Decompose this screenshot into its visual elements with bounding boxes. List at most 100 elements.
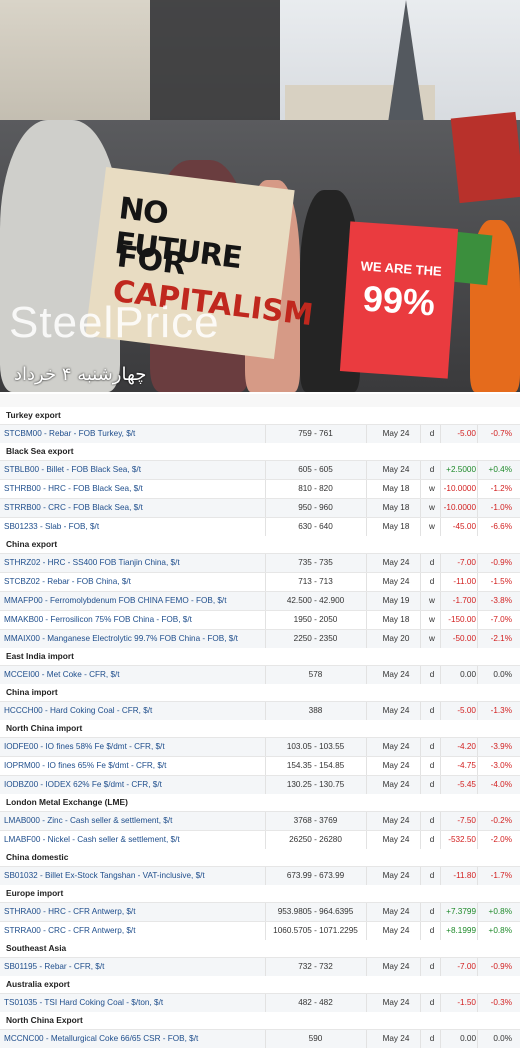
percent-change: 0.0% <box>493 670 512 679</box>
price-range: 673.99 - 673.99 <box>286 871 345 880</box>
symbol-link[interactable]: IODFE00 - IO fines 58% Fe $/dmt - CFR, $… <box>4 742 165 751</box>
symbol-link[interactable]: MMAIX00 - Manganese Electrolytic 99.7% F… <box>4 634 238 643</box>
percent-change: -2.0% <box>490 835 512 844</box>
column-divider <box>265 425 266 443</box>
table-row[interactable]: STCBZ02 - Rebar - FOB China, $/t 713 - 71… <box>0 572 520 591</box>
symbol-link[interactable]: STRRA00 - CRC - CFR Antwerp, $/t <box>4 926 136 935</box>
table-row[interactable]: IODFE00 - IO fines 58% Fe $/dmt - CFR, $… <box>0 737 520 756</box>
column-divider <box>477 831 478 849</box>
table-row[interactable]: STRRB00 - CRC - FOB Black Sea, $/t 950 - … <box>0 498 520 517</box>
symbol-link[interactable]: STBLB00 - Billet - FOB Black Sea, $/t <box>4 465 141 474</box>
symbol-link[interactable]: STHRB00 - HRC - FOB Black Sea, $/t <box>4 484 143 493</box>
price-range: 810 - 820 <box>298 484 333 493</box>
price-change: -7.00 <box>457 558 476 567</box>
frequency: d <box>429 577 435 586</box>
column-divider <box>366 630 367 648</box>
price-change: 0.00 <box>460 1034 476 1043</box>
section-header: Turkey export <box>6 410 61 420</box>
symbol-link[interactable]: MMAFP00 - Ferromolybdenum FOB CHINA FEMO… <box>4 596 227 605</box>
protest-sign-right: WE ARE THE 99% <box>339 221 459 379</box>
assessment-date: May 24 <box>382 780 410 789</box>
price-change: -150.00 <box>448 615 476 624</box>
column-divider <box>265 518 266 536</box>
symbol-link[interactable]: TS01035 - TSI Hard Coking Coal - $/ton, … <box>4 998 164 1007</box>
symbol-link[interactable]: SB01195 - Rebar - CFR, $/t <box>4 962 105 971</box>
symbol-link[interactable]: SB01032 - Billet Ex-Stock Tangshan - VAT… <box>4 871 205 880</box>
percent-change: -1.5% <box>490 577 512 586</box>
price-range: 388 <box>308 706 323 715</box>
column-divider <box>265 480 266 498</box>
price-range: 713 - 713 <box>298 577 333 586</box>
table-row[interactable]: MMAFP00 - Ferromolybdenum FOB CHINA FEMO… <box>0 591 520 610</box>
table-row[interactable]: SB01195 - Rebar - CFR, $/t 732 - 732 May 2… <box>0 957 520 976</box>
column-divider <box>420 461 421 479</box>
column-divider <box>477 922 478 940</box>
column-divider <box>366 666 367 684</box>
column-divider <box>366 1030 367 1048</box>
table-row[interactable]: SB01032 - Billet Ex-Stock Tangshan - VAT… <box>0 866 520 885</box>
assessment-date: May 24 <box>382 577 410 586</box>
section-header: North China import <box>6 723 83 733</box>
symbol-link[interactable]: SB01233 - Slab - FOB, $/t <box>4 522 100 531</box>
section-header: Southeast Asia <box>6 943 67 953</box>
price-range: 2250 - 2350 <box>293 634 338 643</box>
table-row[interactable]: MCCNC00 - Metallurgical Coke 66/65 CSR -… <box>0 1029 520 1048</box>
section-rows: SB01032 - Billet Ex-Stock Tangshan - VAT… <box>0 866 520 885</box>
column-divider <box>477 480 478 498</box>
assessment-date: May 24 <box>382 926 410 935</box>
table-row[interactable]: HCCCH00 - Hard Coking Coal - CFR, $/t 388… <box>0 701 520 720</box>
table-row[interactable]: TS01035 - TSI Hard Coking Coal - $/ton, … <box>0 993 520 1012</box>
symbol-link[interactable]: MCCNC00 - Metallurgical Coke 66/65 CSR -… <box>4 1034 199 1043</box>
symbol-link[interactable]: STHRZ02 - HRC - SS400 FOB Tianjin China,… <box>4 558 180 567</box>
symbol-link[interactable]: STCBM00 - Rebar - FOB Turkey, $/t <box>4 429 136 438</box>
table-row[interactable]: MMAKB00 - Ferrosilicon 75% FOB China - F… <box>0 610 520 629</box>
table-row[interactable]: IODBZ00 - IODEX 62% Fe $/dmt - CFR, $/t 1… <box>0 775 520 794</box>
symbol-link[interactable]: IOPRM00 - IO fines 65% Fe $/dmt - CFR, $… <box>4 761 167 770</box>
symbol-link[interactable]: IODBZ00 - IODEX 62% Fe $/dmt - CFR, $/t <box>4 780 162 789</box>
column-divider <box>366 702 367 720</box>
price-range: 103.05 - 103.55 <box>286 742 345 751</box>
symbol-link[interactable]: LMAB000 - Zinc - Cash seller & settlemen… <box>4 816 173 825</box>
symbol-link[interactable]: STHRA00 - HRC - CFR Antwerp, $/t <box>4 907 136 916</box>
price-change: -11.80 <box>453 871 476 880</box>
column-divider <box>420 518 421 536</box>
column-divider <box>265 994 266 1012</box>
table-row[interactable]: LMABF00 - Nickel - Cash seller & settlem… <box>0 830 520 849</box>
symbol-link[interactable]: MMAKB00 - Ferrosilicon 75% FOB China - F… <box>4 615 192 624</box>
table-row[interactable]: MCCEI00 - Met Coke - CFR, $/t 578 May 24 d 0… <box>0 665 520 684</box>
section-header: North China Export <box>6 1015 83 1025</box>
column-divider <box>440 776 441 794</box>
table-row[interactable]: STBLB00 - Billet - FOB Black Sea, $/t 605… <box>0 460 520 479</box>
frequency: w <box>429 522 435 531</box>
symbol-link[interactable]: MCCEI00 - Met Coke - CFR, $/t <box>4 670 120 679</box>
price-change: -5.00 <box>457 706 476 715</box>
table-row[interactable]: SB01233 - Slab - FOB, $/t 630 - 640 May 18… <box>0 517 520 536</box>
column-divider <box>420 702 421 720</box>
assessment-date: May 24 <box>382 429 410 438</box>
price-change: -10.0000 <box>443 503 476 512</box>
frequency: d <box>429 465 435 474</box>
table-row[interactable]: LMAB000 - Zinc - Cash seller & settlemen… <box>0 811 520 830</box>
percent-change: +0.8% <box>488 926 512 935</box>
table-row[interactable]: STHRA00 - HRC - CFR Antwerp, $/t 953.9805… <box>0 902 520 921</box>
column-divider <box>477 666 478 684</box>
symbol-link[interactable]: STCBZ02 - Rebar - FOB China, $/t <box>4 577 131 586</box>
frequency: w <box>429 503 435 512</box>
table-row[interactable]: MMAIX00 - Manganese Electrolytic 99.7% F… <box>0 629 520 648</box>
table-row[interactable]: STHRZ02 - HRC - SS400 FOB Tianjin China,… <box>0 553 520 572</box>
section-header: China import <box>6 687 58 697</box>
column-divider <box>366 994 367 1012</box>
frequency: w <box>429 484 435 493</box>
column-divider <box>265 666 266 684</box>
table-row[interactable]: STHRB00 - HRC - FOB Black Sea, $/t 810 - … <box>0 479 520 498</box>
symbol-link[interactable]: STRRB00 - CRC - FOB Black Sea, $/t <box>4 503 143 512</box>
column-divider <box>366 776 367 794</box>
table-row[interactable]: STRRA00 - CRC - CFR Antwerp, $/t 1060.570… <box>0 921 520 940</box>
symbol-link[interactable]: HCCCH00 - Hard Coking Coal - CFR, $/t <box>4 706 153 715</box>
column-divider <box>420 903 421 921</box>
table-row[interactable]: STCBM00 - Rebar - FOB Turkey, $/t 759 - 7… <box>0 424 520 443</box>
symbol-link[interactable]: LMABF00 - Nickel - Cash seller & settlem… <box>4 835 180 844</box>
table-row[interactable]: IOPRM00 - IO fines 65% Fe $/dmt - CFR, $… <box>0 756 520 775</box>
column-divider <box>265 776 266 794</box>
price-change: 0.00 <box>460 670 476 679</box>
